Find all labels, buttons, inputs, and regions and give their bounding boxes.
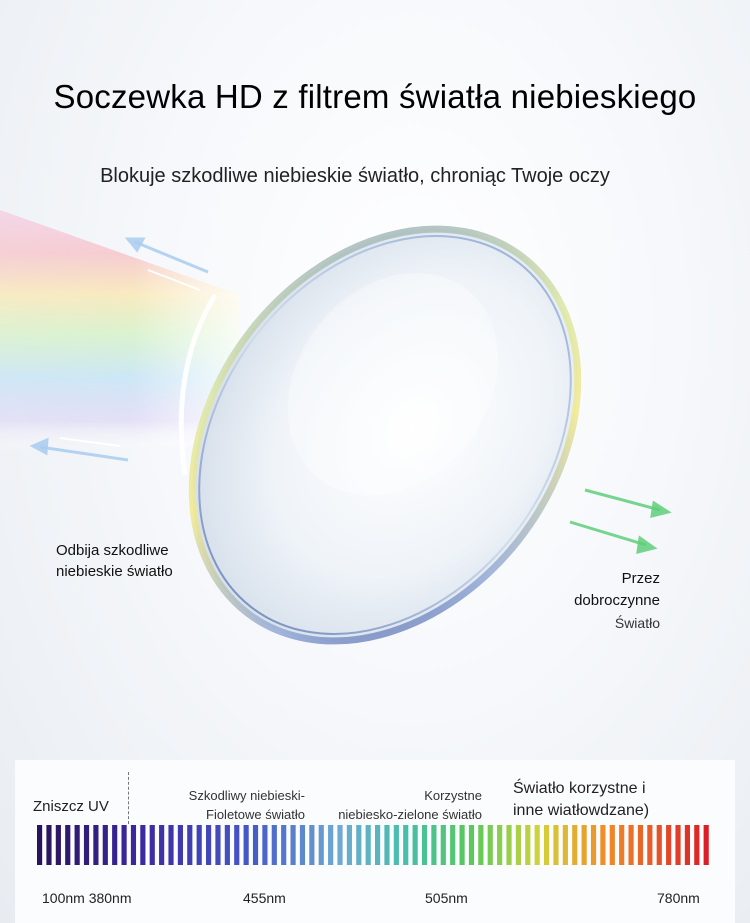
reflected-arrows — [29, 237, 209, 462]
spectrum-stripe — [637, 825, 644, 865]
spectrum-stripe — [46, 825, 52, 865]
spectrum-stripe — [384, 825, 390, 865]
spectrum-stripe — [365, 825, 371, 865]
lens-illustration — [0, 210, 672, 645]
spectrum-stripe — [421, 825, 428, 865]
spectrum-stripe — [290, 825, 296, 865]
spectrum-stripe — [234, 825, 240, 865]
spectrum-stripe — [337, 825, 343, 865]
spectrum-stripe — [440, 825, 446, 865]
spectrum-stripe — [102, 825, 108, 865]
spectrum-stripe — [215, 825, 221, 865]
spectrum-stripe — [140, 825, 146, 865]
spectrum-bars — [37, 825, 709, 865]
spectrum-stripe — [243, 825, 249, 865]
spectrum-stripe — [703, 825, 709, 865]
wavelength-label: 505nm — [425, 890, 468, 906]
spectrum-stripe — [647, 825, 653, 865]
pass-label: Przez dobroczynne Światło — [574, 570, 660, 631]
spectrum-stripe — [562, 825, 568, 865]
spectrum-stripe — [684, 825, 690, 865]
spectrum-stripe — [168, 825, 174, 865]
spectrum-stripe — [318, 825, 324, 865]
uv-divider — [128, 772, 129, 824]
spectrum-stripe — [159, 825, 165, 865]
spectrum-stripe — [572, 825, 578, 865]
spectrum-stripe — [506, 825, 512, 865]
wavelength-label: 780nm — [657, 890, 700, 906]
spectrum-stripe — [581, 825, 587, 865]
spectrum-stripe — [478, 825, 484, 865]
spectrum-stripe — [149, 825, 155, 865]
spectrum-stripe — [93, 825, 99, 865]
uv-label: Zniszcz UV — [33, 798, 109, 815]
spectrum-stripe — [412, 825, 418, 865]
spectrum-stripe — [553, 825, 559, 865]
spectrum-stripe — [309, 825, 315, 865]
spectrum-stripe — [450, 825, 456, 865]
spectrum-stripe — [83, 825, 90, 865]
beneficial-light-label: Korzystne niebiesko-zielone światło — [338, 788, 482, 822]
wavelength-label: 100nm 380nm — [42, 890, 132, 906]
lens — [188, 225, 582, 645]
spectrum-stripe — [55, 825, 61, 865]
spectrum-stripe — [356, 825, 362, 865]
spectrum-stripe — [656, 825, 662, 865]
spectrum-stripe — [196, 825, 202, 865]
spectrum-stripe — [328, 825, 334, 865]
spectrum-stripe — [609, 825, 615, 865]
page-subtitle: Blokuje szkodliwe niebieskie światło, ch… — [100, 165, 610, 187]
spectrum-stripe — [515, 825, 521, 865]
spectrum-stripe — [299, 825, 306, 865]
spectrum-stripe — [544, 825, 550, 865]
spectrum-stripe — [619, 825, 625, 865]
spectrum-stripe — [112, 825, 118, 865]
spectrum-stripe — [590, 825, 597, 865]
spectrum-stripe — [600, 825, 606, 865]
spectrum-stripe — [666, 825, 672, 865]
spectrum-stripe — [74, 825, 80, 865]
spectrum-stripe — [65, 825, 71, 865]
spectrum-stripe — [346, 825, 352, 865]
spectrum-stripe — [694, 825, 700, 865]
spectrum-stripe — [459, 825, 465, 865]
spectrum-stripe — [37, 825, 43, 865]
spectrum-stripe — [393, 825, 399, 865]
spectrum-stripe — [375, 825, 381, 865]
spectrum-stripe — [252, 825, 259, 865]
spectrum-stripe — [534, 825, 540, 865]
spectrum-stripe — [675, 825, 681, 865]
spectrum-stripe — [403, 825, 409, 865]
other-light-label: Światło korzystne i inne wiatłowdzane) — [513, 780, 650, 819]
reflect-label: Odbija szkodliwe niebieskie światło — [56, 542, 173, 580]
spectrum-stripe — [497, 825, 503, 865]
spectrum-panel: Zniszcz UV Szkodliwy niebieski- Fioletow… — [15, 760, 735, 923]
passed-arrows — [569, 488, 672, 554]
spectrum-stripe — [130, 825, 137, 865]
spectrum-stripe — [262, 825, 268, 865]
spectrum-stripe — [271, 825, 277, 865]
spectrum-stripe — [121, 825, 127, 865]
spectrum-stripe — [468, 825, 475, 865]
wavelength-label: 455nm — [243, 890, 286, 906]
spectrum-stripe — [281, 825, 287, 865]
spectrum-stripe — [187, 825, 193, 865]
spectrum-stripe — [206, 825, 212, 865]
page-title: Soczewka HD z filtrem światła niebieskie… — [53, 78, 697, 115]
spectrum-stripe — [177, 825, 183, 865]
harmful-light-label: Szkodliwy niebieski- Fioletowe światło — [188, 788, 305, 822]
spectrum-stripe — [487, 825, 493, 865]
spectrum-stripe — [224, 825, 230, 865]
spectrum-stripe — [628, 825, 634, 865]
spectrum-stripe — [525, 825, 531, 865]
spectrum-stripe — [431, 825, 437, 865]
